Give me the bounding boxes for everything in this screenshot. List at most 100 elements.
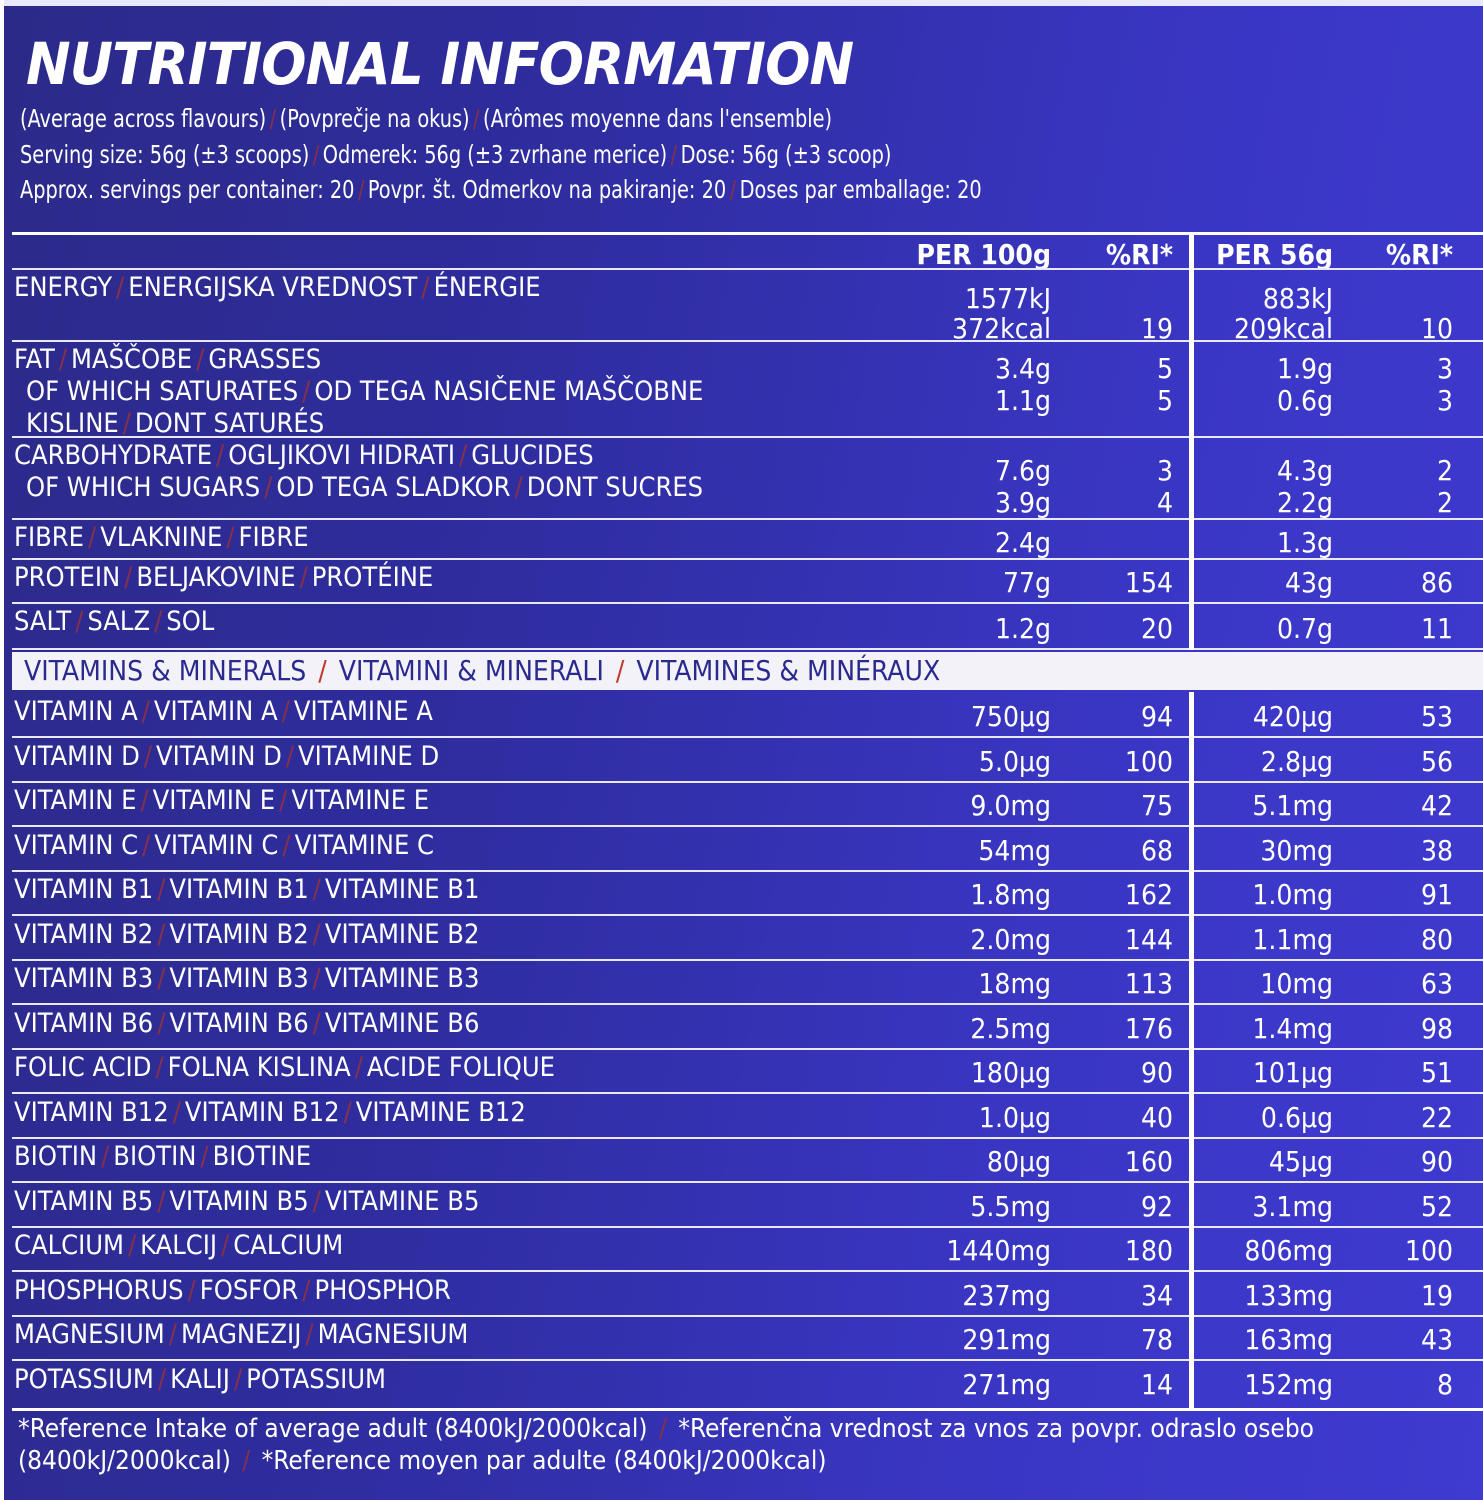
header-ri-2: %RI*	[1385, 238, 1453, 271]
value-per56: 1.0mg	[1252, 878, 1333, 911]
ri-per100: 20	[1140, 612, 1173, 645]
ri-per100: 94	[1140, 700, 1173, 733]
vitamins-header-text: VITAMINES & MINÉRAUX	[636, 654, 941, 687]
footnote-text: (8400kJ/2000kcal)	[18, 1446, 231, 1476]
ri-per56: 100	[1404, 1234, 1453, 1267]
subtitle-text: Serving size: 56g (±3 scoops)	[20, 140, 310, 169]
label-text: SOL	[166, 606, 215, 637]
label-text: POTASSIUM	[246, 1364, 387, 1395]
table-bottom-border	[12, 1408, 1483, 1411]
label-text: VITAMINE B1	[324, 874, 480, 905]
ri-per100: 3	[1156, 454, 1173, 487]
subtitle-text: Doses par emballage: 20	[739, 175, 982, 204]
value-per56: 5.1mg	[1252, 789, 1333, 822]
value-per56: 2.8µg	[1260, 745, 1333, 778]
ri-per100: 162	[1124, 878, 1173, 911]
value-per56: 0.6µg	[1260, 1101, 1333, 1134]
vitamin-label: BIOTIN / BIOTIN / BIOTINE	[14, 1141, 312, 1172]
label-text: FOSFOR	[199, 1275, 299, 1306]
value-per56: 1.1mg	[1252, 923, 1333, 956]
value-per56: 209kcal	[1234, 312, 1333, 345]
label-text: VITAMIN B5	[14, 1186, 154, 1217]
ri-per56: 90	[1420, 1145, 1453, 1178]
subtitle-text: Povpr. št. Odmerkov na pakiranje: 20	[367, 175, 727, 204]
label-text: DONT SATURÉS	[134, 408, 325, 439]
label-text: MAŠČOBE	[71, 344, 193, 375]
ri-per100: 4	[1156, 486, 1173, 519]
row-divider	[12, 1048, 1483, 1050]
ri-per100: 5	[1156, 384, 1173, 417]
label-text: DONT SUCRES	[526, 472, 704, 503]
label-text: OD TEGA SLADKOR	[276, 472, 511, 503]
value-per100: 1.8mg	[970, 878, 1051, 911]
nutrient-label: SALT / SALZ / SOL	[14, 606, 215, 637]
ri-per100: 113	[1124, 967, 1173, 1000]
value-per100: 77g	[1002, 566, 1051, 599]
subtitle-text: Odmerek: 56g (±3 zvrhane merice)	[322, 140, 668, 169]
ri-per56: 98	[1420, 1012, 1453, 1045]
header-per100: PER 100g	[916, 238, 1051, 271]
row-divider	[12, 914, 1483, 916]
value-per56: 4.3g	[1276, 454, 1333, 487]
row-divider	[12, 602, 1483, 604]
vitamin-label: MAGNESIUM / MAGNEZIJ / MAGNESIUM	[14, 1319, 469, 1350]
nutrient-label: PROTEIN / BELJAKOVINE / PROTÉINE	[14, 562, 434, 593]
subtitle-text: (Average across flavours)	[20, 104, 267, 133]
row-divider	[12, 648, 1483, 650]
ri-per100: 160	[1124, 1145, 1173, 1178]
row-divider	[12, 1137, 1483, 1139]
ri-per56: 11	[1420, 612, 1453, 645]
label-text: FIBRE	[238, 522, 309, 553]
label-text: BIOTIN	[113, 1141, 197, 1172]
value-per56: 43g	[1284, 566, 1333, 599]
value-per56: 883kJ	[1262, 282, 1333, 315]
label-text: POTASSIUM	[14, 1364, 154, 1395]
subtitle-text: (Povprečje na okus)	[279, 104, 470, 133]
vitamin-label: VITAMIN B5/VITAMIN B5/VITAMINE B5	[14, 1186, 480, 1217]
vitamin-label: CALCIUM / KALCIJ / CALCIUM	[14, 1230, 344, 1261]
vitamins-header-band: VITAMINS & MINERALS / VITAMINI & MINERAL…	[12, 652, 1483, 690]
label-text: PROTEIN	[14, 562, 121, 593]
ri-per56: 3	[1436, 384, 1453, 417]
footnote-text: *Referenčna vrednost za vnos za povpr. o…	[678, 1414, 1314, 1444]
ri-per56: 63	[1420, 967, 1453, 1000]
value-per100: 271mg	[962, 1368, 1051, 1401]
subtitle-text: Dose: 56g (±3 scoop)	[680, 140, 892, 169]
ri-per100: 34	[1140, 1279, 1173, 1312]
ri-per56: 3	[1436, 352, 1453, 385]
value-per100: 5.0µg	[978, 745, 1051, 778]
row-divider	[12, 1359, 1483, 1361]
ri-per56: 2	[1436, 486, 1453, 519]
label-text: OGLJIKOVI HIDRATI	[228, 440, 456, 471]
row-divider	[12, 1092, 1483, 1094]
nutrient-sublabel: OF WHICH SATURATES / OD TEGA NASIČENE MAŠČ…	[26, 376, 704, 439]
label-text: CALCIUM	[233, 1230, 344, 1261]
value-per56: 3.1mg	[1252, 1190, 1333, 1223]
row-divider	[12, 1226, 1483, 1228]
vitamins-header-text: VITAMINI & MINERALI	[338, 654, 604, 687]
ri-per100: 5	[1156, 352, 1173, 385]
value-per100: 2.0mg	[970, 923, 1051, 956]
label-text: VITAMIN B12	[184, 1097, 340, 1128]
label-text: VITAMINE B6	[324, 1008, 480, 1039]
label-text: VITAMINE C	[294, 830, 434, 861]
row-divider	[12, 436, 1483, 438]
label-text: VITAMINE B5	[324, 1186, 480, 1217]
value-per56: 420µg	[1252, 700, 1333, 733]
label-text: VITAMINE D	[298, 741, 440, 772]
label-text: VITAMIN B5	[169, 1186, 309, 1217]
label-text: VITAMIN A	[153, 696, 278, 727]
label-text: KALIJ	[170, 1364, 230, 1395]
vitamin-label: VITAMIN B2/VITAMIN B2/VITAMINE B2	[14, 919, 480, 950]
label-text: ENERGY	[14, 272, 113, 303]
label-text: VITAMINE A	[293, 696, 433, 727]
label-text: VITAMIN C	[14, 830, 139, 861]
ri-per100: 40	[1140, 1101, 1173, 1134]
label-text: BIOTIN	[14, 1141, 98, 1172]
row-divider	[12, 736, 1483, 738]
subtitle-line-3: Approx. servings per container: 20/Povpr…	[20, 175, 982, 204]
label-text: OD TEGA NASIČENE MAŠČOBNE KISLINE	[26, 376, 704, 439]
subtitle-line-2: Serving size: 56g (±3 scoops) / Odmerek: 5…	[20, 140, 892, 169]
ri-per100: 90	[1140, 1056, 1173, 1089]
